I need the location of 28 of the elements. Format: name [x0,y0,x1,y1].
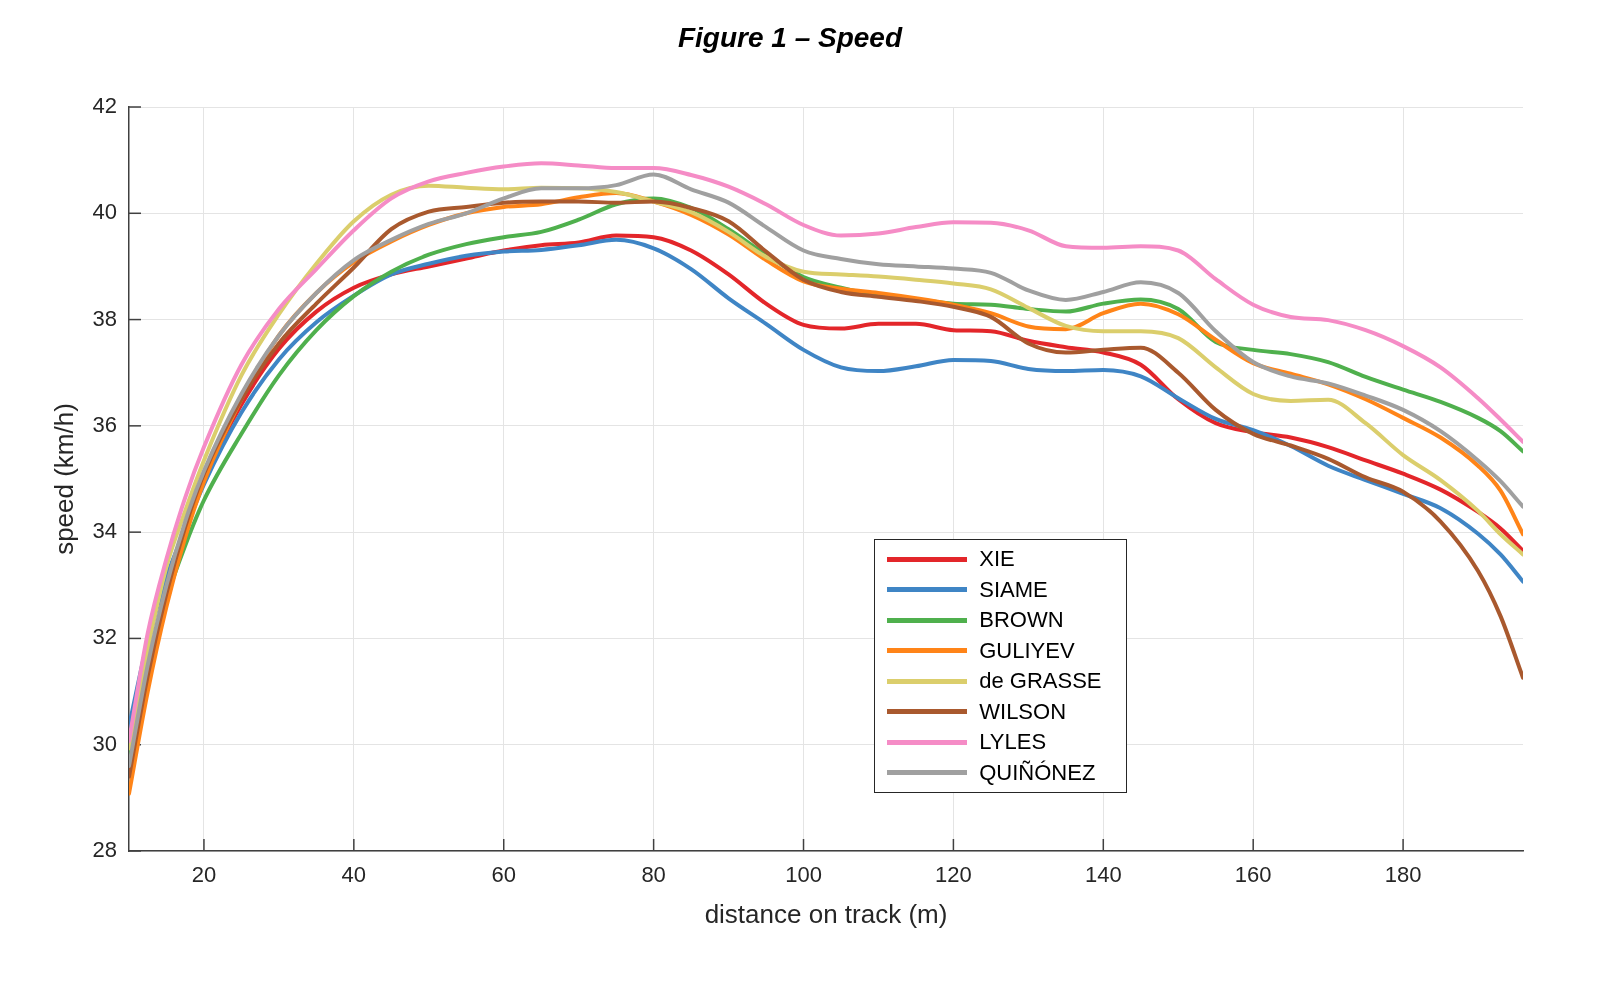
y-tick-label: 34 [92,518,117,544]
y-tick-label: 38 [92,305,117,331]
legend-label: BROWN [979,607,1064,634]
x-tick-label: 120 [935,862,972,888]
legend-label: WILSON [979,698,1067,725]
legend-label: de GRASSE [979,668,1102,695]
x-tick-label: 160 [1234,862,1272,888]
y-tick-label: 40 [92,199,117,225]
x-tick-label: 180 [1384,862,1422,888]
x-tick-label: 40 [341,862,367,888]
x-axis-title: distance on track (m) [704,898,948,929]
legend-label: SIAME [979,576,1048,603]
chart-title: Figure 1 – Speed [676,22,904,54]
x-tick-label: 80 [641,862,666,888]
legend-label: XIE [979,546,1015,573]
x-tick-label: 20 [191,862,217,888]
legend-label: QUIÑÓNEZ [979,759,1096,786]
y-tick-label: 42 [92,93,117,119]
legend-label: LYLES [979,729,1047,756]
y-tick-label: 36 [92,411,117,437]
x-tick-label: 100 [785,862,822,888]
x-tick-label: 140 [1084,862,1122,888]
legend-label: GULIYEV [979,637,1075,664]
y-axis-title: speed (km/h) [48,403,79,555]
y-tick-label: 32 [92,624,117,650]
y-tick-label: 30 [92,730,117,756]
x-tick-label: 60 [491,862,516,888]
y-tick-label: 28 [92,837,117,863]
